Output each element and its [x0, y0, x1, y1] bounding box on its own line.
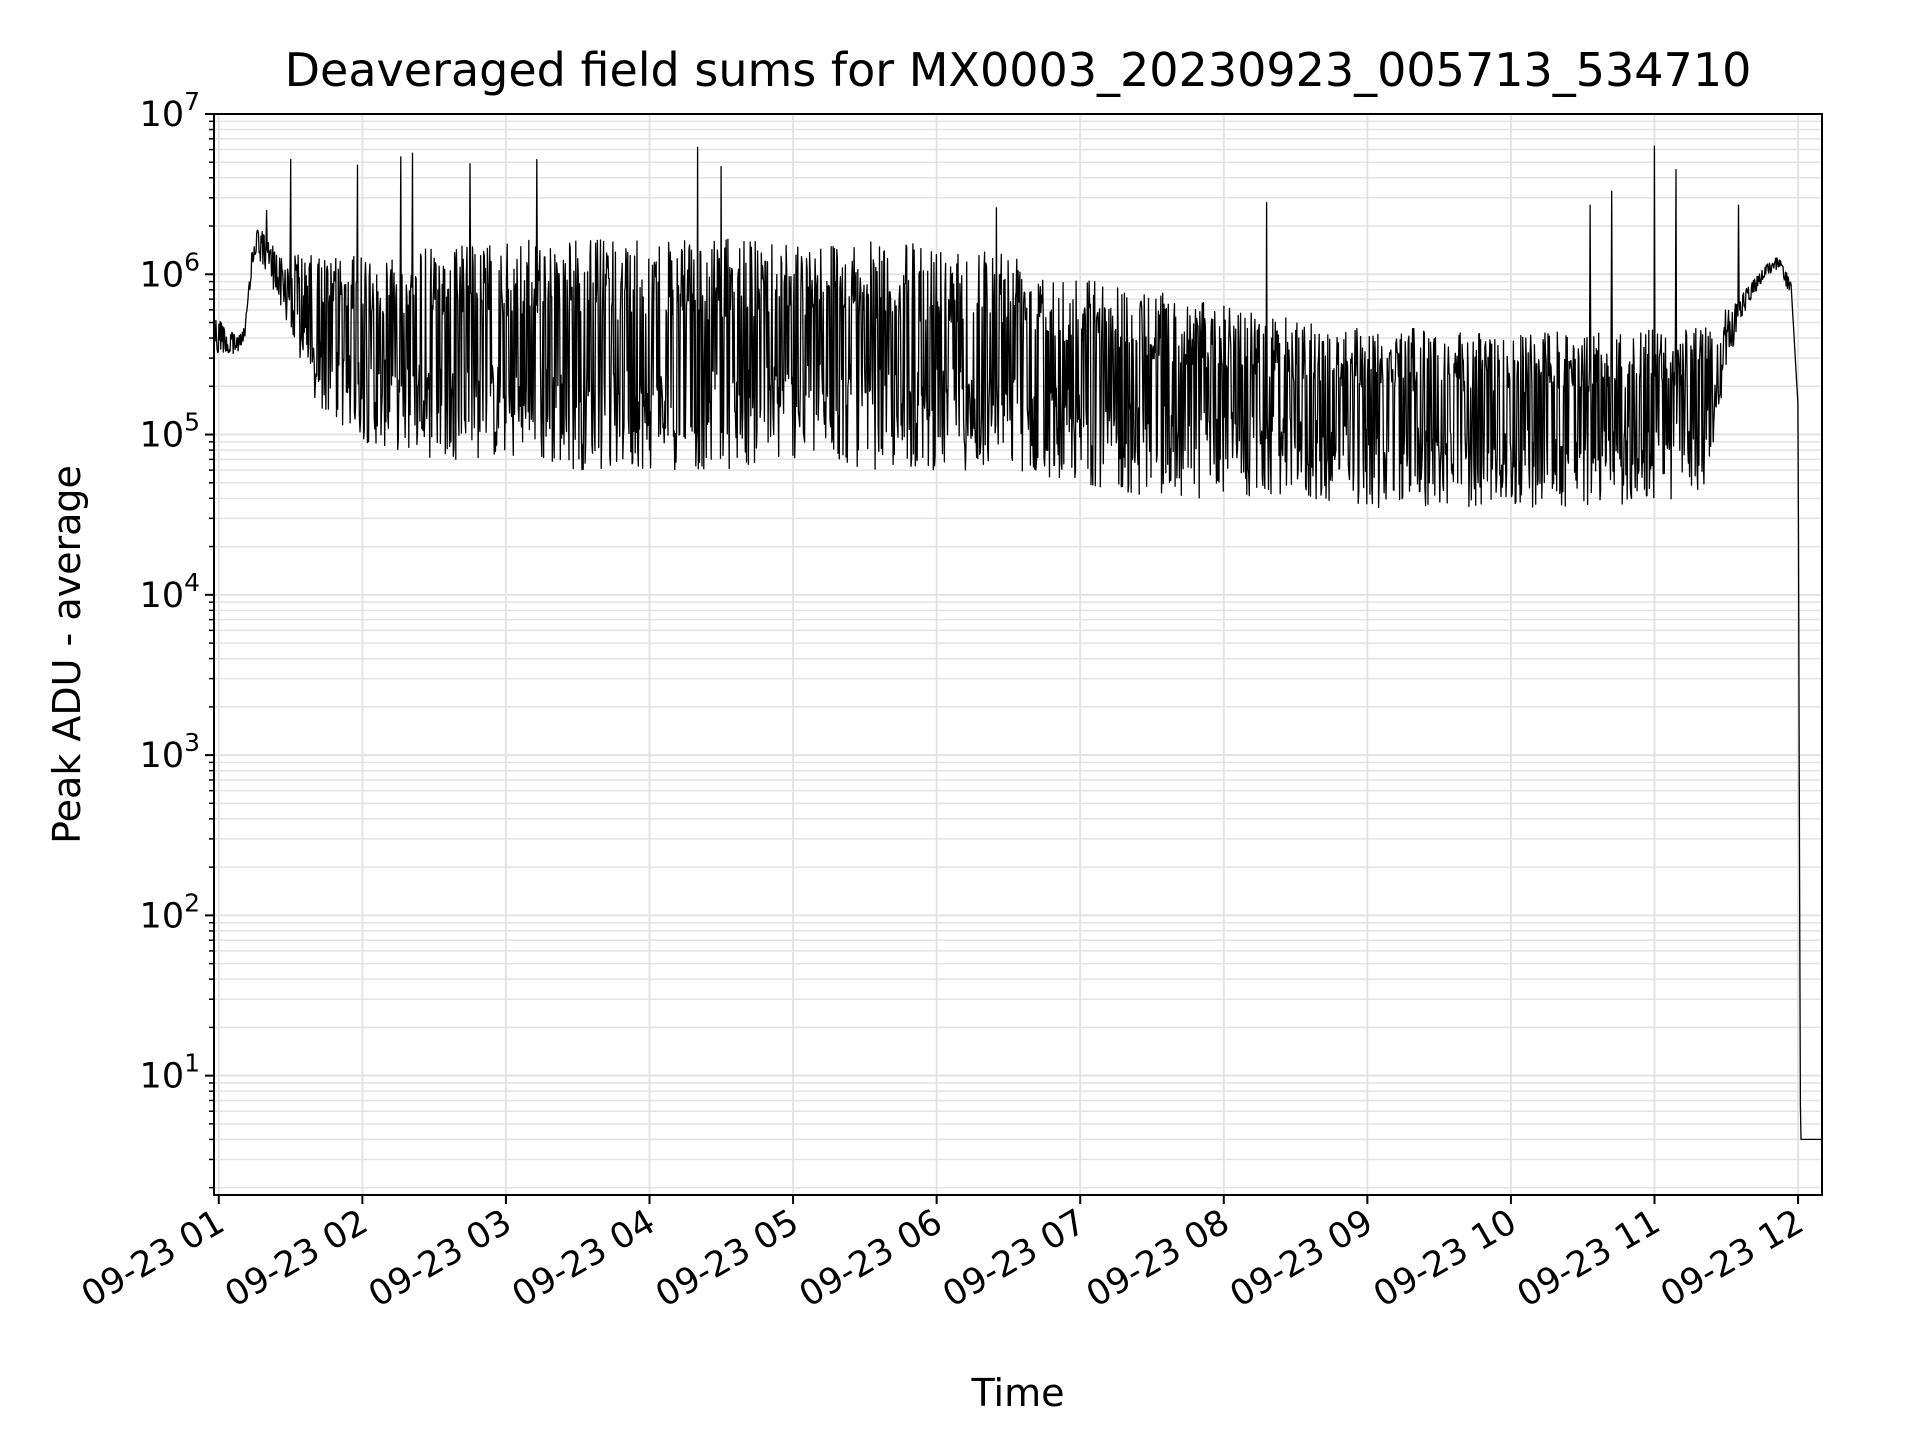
y-tick-base: 10: [140, 736, 185, 776]
y-tick-base: 10: [140, 95, 185, 135]
y-tick-exponent: 4: [184, 568, 200, 597]
y-tick-label: 104: [140, 568, 200, 616]
y-tick-exponent: 5: [184, 408, 200, 437]
chart-title: Deaveraged field sums for MX0003_2023092…: [285, 43, 1752, 97]
y-tick-base: 10: [140, 576, 185, 616]
series-line: [213, 145, 1823, 1141]
grid: [214, 113, 1822, 1195]
y-tick-base: 10: [140, 1057, 185, 1097]
y-tick-exponent: 7: [184, 87, 200, 116]
y-tick-label: 106: [140, 247, 200, 295]
y-tick-label: 105: [140, 408, 200, 456]
y-tick-exponent: 3: [184, 728, 200, 757]
y-tick-base: 10: [140, 896, 185, 936]
y-tick-label: 107: [140, 87, 200, 135]
y-tick-exponent: 1: [184, 1049, 200, 1078]
series-group: [213, 145, 1823, 1141]
y-tick-exponent: 2: [184, 888, 200, 917]
plot-frame: [213, 113, 1823, 1196]
x-axis-label: Time: [971, 1371, 1065, 1415]
y-axis-label: Peak ADU - average: [45, 465, 89, 844]
y-tick-label: 103: [140, 728, 200, 776]
y-tick-exponent: 6: [184, 247, 200, 276]
y-tick-label: 102: [140, 888, 200, 936]
y-tick-base: 10: [140, 416, 185, 456]
y-tick-base: 10: [140, 255, 185, 295]
y-tick-label: 101: [140, 1049, 200, 1097]
